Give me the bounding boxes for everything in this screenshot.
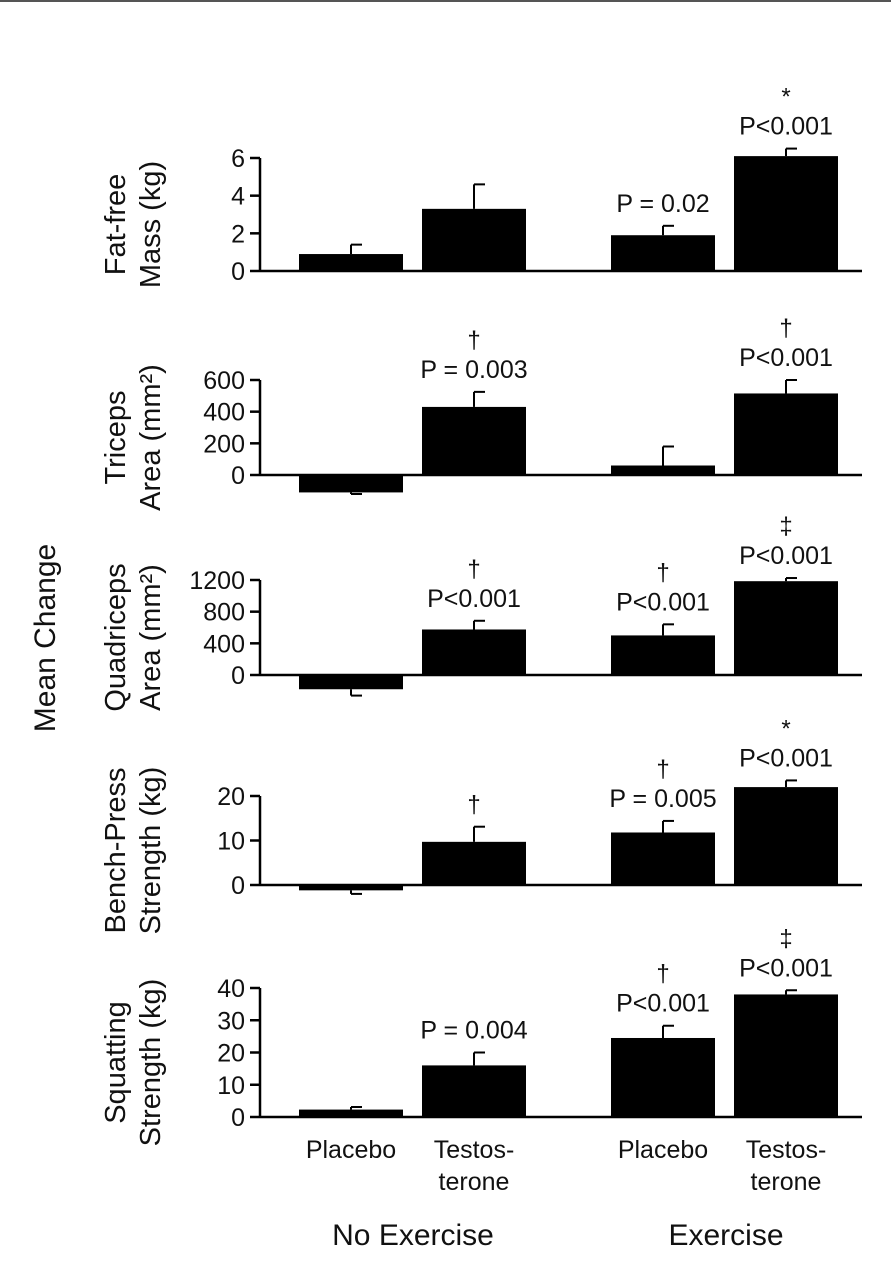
- panel-1-bar-0: [299, 475, 403, 493]
- panel-1-bar-3: [734, 393, 838, 475]
- panel-4-ylabel-line-1: Strength (kg): [135, 979, 167, 1147]
- panel-3-bar-3: [734, 787, 838, 885]
- panel-3-tick-label-0: 0: [231, 872, 245, 900]
- panel-2-tick-label-400: 400: [203, 630, 245, 658]
- panel-3-annotation-3-0: *: [781, 715, 790, 742]
- panel-0-tick-label-0: 0: [231, 258, 245, 286]
- panel-3-ylabel-line-1: Strength (kg): [135, 767, 167, 935]
- category-label-2-line-0: Placebo: [618, 1136, 708, 1164]
- panel-2-bar-3: [734, 581, 838, 675]
- panel-3-bar-2: [611, 832, 715, 885]
- panel-3-bar-0: [299, 885, 403, 891]
- panel-4-ylabel-line-0: Squatting: [100, 1001, 132, 1124]
- panel-4-annotation-3-0: ‡: [779, 925, 792, 952]
- panel-4-annotation-2-0: †: [656, 961, 669, 988]
- panel-2-annotation-2-1: P<0.001: [616, 588, 710, 616]
- top-rule: [0, 0, 891, 2]
- panel-0-ylabel-line-1: Mass (kg): [135, 161, 167, 288]
- panel-3-annotation-2-0: †: [656, 756, 669, 783]
- panel-1-ylabel-line-0: Triceps: [100, 391, 132, 485]
- panel-0-bar-1: [422, 208, 526, 271]
- panel-4-annotation-1-0: P = 0.004: [420, 1017, 527, 1045]
- panel-2-tick-label-0: 0: [231, 662, 245, 690]
- panel-1-tick-label-400: 400: [203, 399, 245, 427]
- panel-4-bar-0: [299, 1109, 403, 1117]
- category-label-0-line-0: Placebo: [306, 1136, 396, 1164]
- panel-0-bar-2: [611, 235, 715, 271]
- panel-1-ylabel-line-1: Area (mm²): [135, 364, 167, 511]
- panel-2-annotation-3-0: ‡: [779, 513, 792, 540]
- category-label-1-line-1: terone: [439, 1168, 510, 1196]
- panel-2-ylabel-line-0: Quadriceps: [100, 563, 132, 711]
- panel-2-bar-1: [422, 629, 526, 675]
- panel-3-bar-1: [422, 841, 526, 885]
- panel-4-tick-label-40: 40: [217, 975, 245, 1003]
- panel-0-ylabel-line-0: Fat-free: [100, 174, 132, 276]
- panel-2-bar-0: [299, 675, 403, 690]
- panel-1-annotation-3-1: P<0.001: [739, 344, 833, 372]
- panel-2-annotation-3-1: P<0.001: [739, 542, 833, 570]
- panel-4-tick-label-30: 30: [217, 1007, 245, 1035]
- panel-3-tick-label-20: 20: [217, 783, 245, 811]
- category-label-3-line-1: terone: [751, 1168, 822, 1196]
- panel-0-tick-label-4: 4: [231, 183, 245, 211]
- panel-1-tick-label-200: 200: [203, 430, 245, 458]
- panel-4-tick-label-0: 0: [231, 1104, 245, 1132]
- panel-3-annotation-1-0: †: [467, 792, 480, 819]
- panel-2-annotation-1-1: P<0.001: [427, 585, 521, 613]
- panel-0-tick-label-2: 2: [231, 220, 245, 248]
- panel-4-bar-1: [422, 1065, 526, 1117]
- panel-2-tick-label-1200: 1200: [189, 567, 245, 595]
- panel-4-tick-label-20: 20: [217, 1040, 245, 1068]
- panel-4-bar-2: [611, 1037, 715, 1117]
- panel-3-tick-label-10: 10: [217, 828, 245, 856]
- category-label-3-line-0: Testos-: [746, 1136, 827, 1164]
- group-label-1: Exercise: [668, 1219, 783, 1252]
- panel-1-annotation-1-1: P = 0.003: [420, 356, 527, 384]
- panel-1-tick-label-0: 0: [231, 462, 245, 490]
- panel-2-tick-label-800: 800: [203, 599, 245, 627]
- group-label-0: No Exercise: [332, 1219, 494, 1252]
- panel-0-annotation-3-1: P<0.001: [739, 113, 833, 141]
- panel-4-annotation-2-1: P<0.001: [616, 990, 710, 1018]
- panel-0-tick-label-6: 6: [231, 145, 245, 173]
- panel-4-tick-label-10: 10: [217, 1072, 245, 1100]
- panel-1-annotation-1-0: †: [467, 327, 480, 354]
- panel-1-annotation-3-0: †: [779, 315, 792, 342]
- panel-0-bar-0: [299, 254, 403, 271]
- category-label-1-line-0: Testos-: [434, 1136, 515, 1164]
- panel-2-ylabel-line-1: Area (mm²): [135, 564, 167, 711]
- panel-4-annotation-3-1: P<0.001: [739, 954, 833, 982]
- panel-2-annotation-2-0: †: [656, 559, 669, 586]
- panel-1-bar-2: [611, 465, 715, 475]
- panel-2-bar-2: [611, 635, 715, 675]
- panel-4-bar-3: [734, 994, 838, 1117]
- panel-1-tick-label-600: 600: [203, 367, 245, 395]
- panel-3-annotation-3-1: P<0.001: [739, 744, 833, 772]
- panel-0-annotation-2-0: P = 0.02: [616, 190, 709, 218]
- panel-3-annotation-2-1: P = 0.005: [609, 785, 716, 813]
- panel-0-bar-3: [734, 156, 838, 271]
- panel-3-ylabel-line-0: Bench-Press: [100, 767, 132, 933]
- panel-0-annotation-3-0: *: [781, 84, 790, 111]
- panel-2-annotation-1-0: †: [467, 556, 480, 583]
- panel-1-bar-1: [422, 406, 526, 475]
